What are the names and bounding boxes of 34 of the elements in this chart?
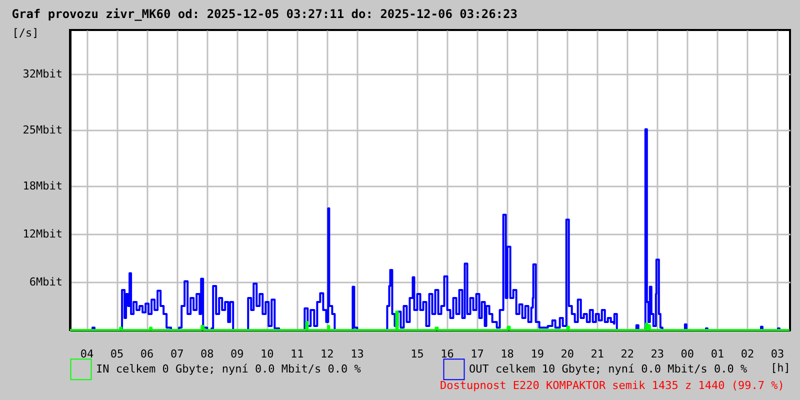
- text: Dostupnost E220 KOMPAKTOR semik 1435 z 1440 (99.7 %): [440, 379, 784, 392]
- x-tick-label: 17: [470, 348, 484, 360]
- x-tick-label: 23: [650, 348, 664, 360]
- x-tick-label: 05: [110, 348, 124, 360]
- x-tick-label: 13: [350, 348, 364, 360]
- y-tick-label: 32Mbit: [22, 68, 62, 80]
- x-tick-label: 22: [620, 348, 634, 360]
- y-axis-title: [/s]: [12, 26, 39, 40]
- x-tick-label: 10: [260, 348, 274, 360]
- x-tick-label: 20: [560, 348, 574, 360]
- x-tick-label: 06: [140, 348, 154, 360]
- x-tick-label: 19: [530, 348, 544, 360]
- x-axis-title: [h]: [770, 362, 790, 374]
- x-tick-label: 00: [680, 348, 694, 360]
- y-tick-label: 12Mbit: [22, 228, 62, 240]
- x-tick-label: 21: [590, 348, 604, 360]
- legend-label: IN celkem 0 Gbyte; nyní 0.0 Mbit/s 0.0 %: [96, 362, 362, 376]
- x-tick-label: 12: [320, 348, 334, 360]
- y-tick-label: 6Mbit: [29, 276, 62, 288]
- y-tick-label: 18Mbit: [22, 180, 62, 192]
- x-tick-label: 16: [440, 348, 454, 360]
- x-tick-label: 07: [170, 348, 184, 360]
- legend-label: OUT celkem 10 Gbyte; nyní 0.0 Mbit/s 0.0 %: [469, 362, 748, 376]
- x-tick-label: 08: [200, 348, 214, 360]
- chart-title: Graf provozu zivr_MK60 od: 2025-12-05 03:27:11 do: 2025-12-06 03:26:23: [12, 7, 518, 21]
- x-tick-label: 04: [80, 348, 94, 360]
- x-tick-label: 01: [710, 348, 724, 360]
- x-tick-label: 11: [290, 348, 304, 360]
- x-tick-label: 09: [230, 348, 244, 360]
- y-tick-label: 25Mbit: [22, 124, 62, 136]
- x-tick-label: 03: [770, 348, 784, 360]
- x-tick-label: 02: [740, 348, 754, 360]
- x-tick-label: 18: [500, 348, 514, 360]
- x-tick-label: 15: [410, 348, 424, 360]
